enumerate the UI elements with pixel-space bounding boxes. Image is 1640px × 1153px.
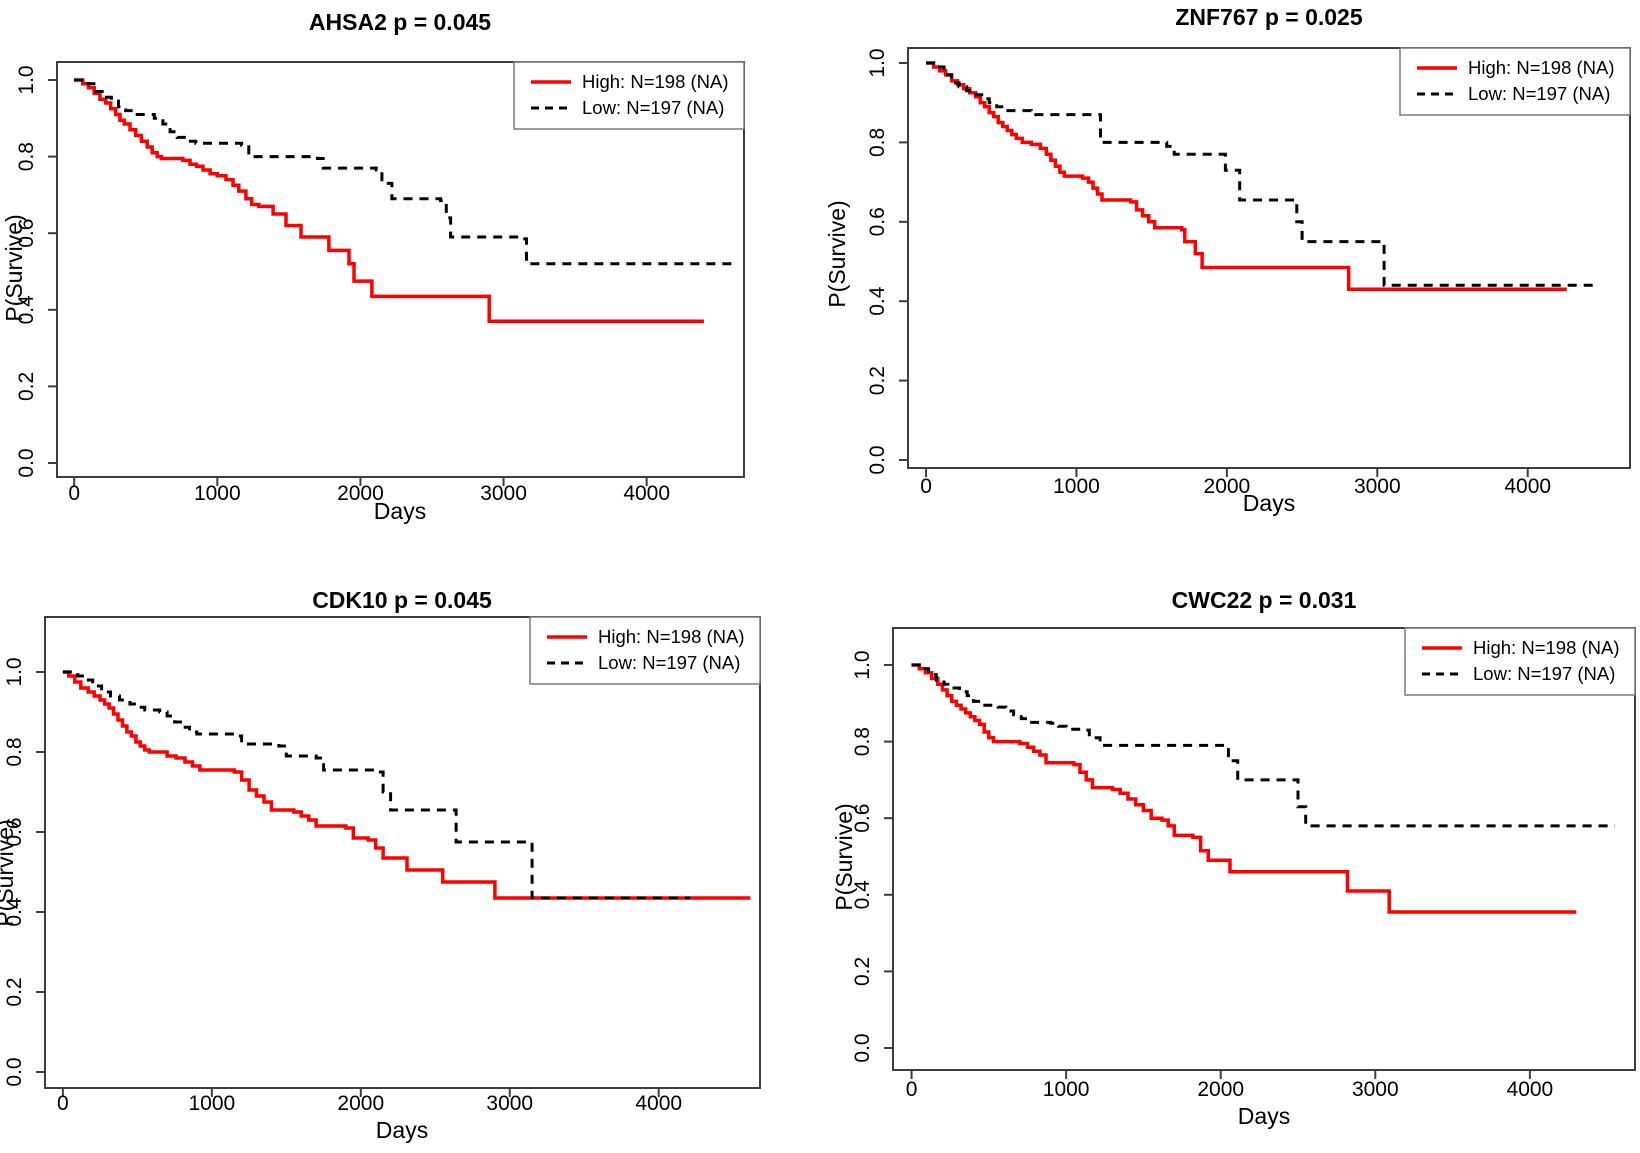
x-tick-label: 0 <box>906 1078 918 1101</box>
y-tick-label: 0.6 <box>866 207 889 236</box>
legend-box <box>529 616 761 685</box>
y-tick-label: 0.8 <box>866 128 889 157</box>
plot-box <box>907 47 1631 469</box>
y-tick-label: 0.6 <box>3 817 26 846</box>
legend-label-high: High: N=198 (NA) <box>582 71 729 92</box>
y-tick-label: 0.4 <box>866 286 889 316</box>
y-tick-label: 0.8 <box>15 142 38 171</box>
panel-title: CDK10 p = 0.045 <box>312 587 492 613</box>
y-tick-label: 0.2 <box>3 977 26 1006</box>
x-axis-label: Days <box>1238 1103 1290 1129</box>
legend-label-low: Low: N=197 (NA) <box>582 97 724 118</box>
y-tick-label: 0.6 <box>851 804 874 833</box>
plot-box <box>56 61 745 478</box>
x-axis-label: Days <box>1243 490 1295 516</box>
x-tick-label: 0 <box>920 475 932 498</box>
x-tick-label: 4000 <box>623 482 670 505</box>
y-tick-label: 0.0 <box>15 448 38 477</box>
x-tick-label: 3000 <box>486 1092 533 1115</box>
legend-label-low: Low: N=197 (NA) <box>1468 83 1610 104</box>
x-tick-label: 2000 <box>1204 475 1251 498</box>
y-axis-label: P(Survive) <box>0 819 18 926</box>
survival-curve-high <box>911 663 1577 914</box>
x-tick-label: 2000 <box>337 482 384 505</box>
y-tick-label: 0.2 <box>851 957 874 986</box>
y-tick-label: 1.0 <box>851 650 874 679</box>
y-tick-label: 1.0 <box>866 48 889 77</box>
x-tick-label: 4000 <box>1507 1078 1554 1101</box>
legend-label-high: High: N=198 (NA) <box>1473 637 1620 658</box>
x-tick-label: 2000 <box>337 1092 384 1115</box>
y-tick-label: 0.8 <box>851 727 874 756</box>
km-panel-ZNF767: 1.0 0.8 0.6 0.4 0.2 0.0 0 1000 2000 3000 4000 ZNF76… <box>824 4 1631 516</box>
panel-title: ZNF767 p = 0.025 <box>1175 4 1362 30</box>
panel-title: AHSA2 p = 0.045 <box>309 9 491 35</box>
plot-box <box>892 627 1636 1071</box>
legend-label-high: High: N=198 (NA) <box>598 626 745 647</box>
legend-box <box>1404 627 1636 696</box>
legend-box <box>513 61 745 130</box>
y-tick-label: 0.4 <box>3 897 26 927</box>
y-tick-label: 0.0 <box>3 1057 26 1086</box>
x-tick-label: 3000 <box>480 482 527 505</box>
legend-label-low: Low: N=197 (NA) <box>1473 663 1615 684</box>
y-tick-label: 0.4 <box>851 880 874 910</box>
legend-label-high: High: N=198 (NA) <box>1468 57 1615 78</box>
x-axis-label: Days <box>374 498 426 524</box>
y-tick-label: 0.0 <box>866 445 889 474</box>
y-tick-label: 1.0 <box>15 65 38 94</box>
survival-curve-low <box>926 61 1598 287</box>
x-tick-label: 2000 <box>1197 1078 1244 1101</box>
y-axis-label: P(Survive) <box>824 200 850 307</box>
survival-curve-low <box>62 670 691 900</box>
y-tick-label: 0.2 <box>15 372 38 401</box>
x-tick-label: 1000 <box>194 482 241 505</box>
km-panel-CWC22: 1.0 0.8 0.6 0.4 0.2 0.0 0 1000 2000 3000 4000 CWC22… <box>831 587 1636 1129</box>
x-tick-label: 3000 <box>1352 1078 1399 1101</box>
y-axis-label: P(Survive) <box>1 214 27 321</box>
plot-box <box>44 616 761 1089</box>
y-axis-label: P(Survive) <box>831 803 857 910</box>
x-tick-label: 0 <box>57 1092 69 1115</box>
y-tick-label: 0.0 <box>851 1033 874 1062</box>
km-panel-AHSA2: 1.0 0.8 0.6 0.4 0.2 0.0 0 1000 2000 3000 4000 AHSA2… <box>1 9 745 524</box>
x-tick-label: 4000 <box>1504 475 1551 498</box>
y-tick-label: 0.6 <box>15 219 38 248</box>
y-tick-label: 1.0 <box>3 657 26 686</box>
y-tick-label: 0.4 <box>15 295 38 325</box>
y-tick-label: 0.2 <box>866 366 889 395</box>
x-tick-label: 0 <box>68 482 80 505</box>
y-tick-label: 0.8 <box>3 737 26 766</box>
survival-curve-high <box>62 670 751 900</box>
panel-title: CWC22 p = 0.031 <box>1172 587 1357 613</box>
x-tick-label: 1000 <box>1043 1078 1090 1101</box>
survival-curve-low <box>911 663 1615 828</box>
x-tick-label: 3000 <box>1354 475 1401 498</box>
legend-label-low: Low: N=197 (NA) <box>598 652 740 673</box>
legend-box <box>1399 47 1631 116</box>
survival-curve-low <box>74 78 737 266</box>
x-tick-label: 1000 <box>188 1092 235 1115</box>
x-axis-label: Days <box>376 1117 428 1143</box>
x-tick-label: 1000 <box>1053 475 1100 498</box>
km-panel-CDK10: 1.0 0.8 0.6 0.4 0.2 0.0 0 1000 2000 3000 4000 CDK10… <box>0 587 761 1143</box>
survival-curve-high <box>74 78 704 324</box>
x-tick-label: 4000 <box>635 1092 682 1115</box>
